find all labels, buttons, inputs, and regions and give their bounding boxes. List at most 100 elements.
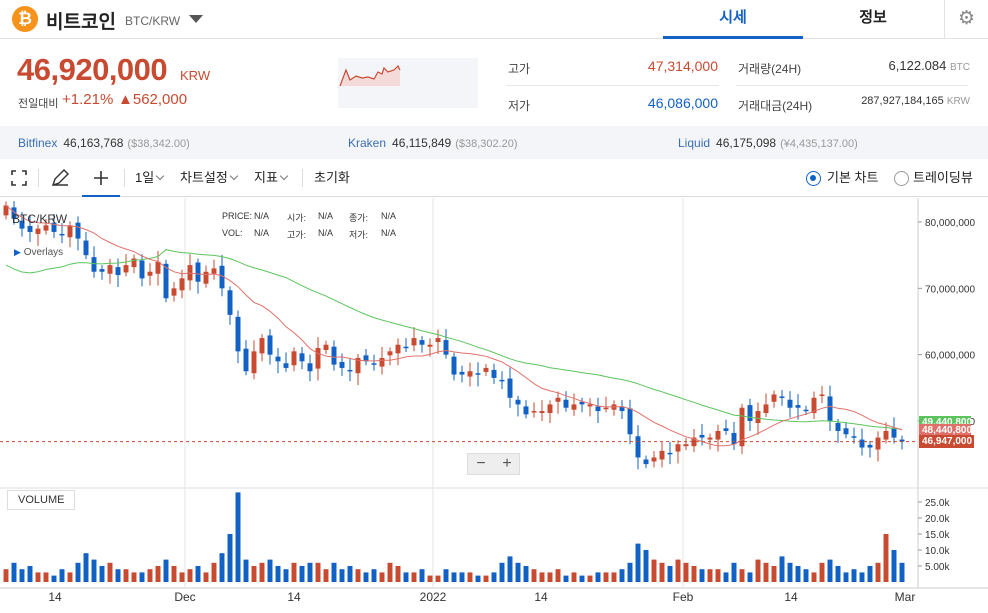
overlays-toggle[interactable]: ▶ Overlays <box>14 247 63 258</box>
candle-body <box>35 228 41 234</box>
candle-body <box>507 378 513 398</box>
time-tick-label: 14 <box>784 590 798 604</box>
volume-bar <box>339 569 345 582</box>
zoom-out-button[interactable]: − <box>476 455 486 472</box>
coin-name[interactable]: 비트코인 <box>46 12 116 33</box>
volume-bar <box>451 572 457 582</box>
candle-body <box>475 373 481 375</box>
tab-info[interactable]: 정보 <box>859 9 887 26</box>
gear-icon[interactable]: ⚙ <box>944 0 988 39</box>
exchange-name[interactable]: Liquid <box>678 136 711 150</box>
volume-bar <box>235 492 241 582</box>
crosshair-icon[interactable] <box>82 160 120 197</box>
volume-bar <box>251 566 257 582</box>
chart-toolbar: 1일 차트설정 지표 초기화 기본 차트 트레이딩뷰 <box>0 160 988 197</box>
tab-price[interactable]: 시세 <box>663 0 803 39</box>
volume-bar <box>675 559 681 582</box>
volume-bar <box>443 569 449 582</box>
candle-body <box>883 430 889 440</box>
chevron-down-icon[interactable] <box>189 15 203 23</box>
candle-body <box>499 379 505 382</box>
zoom-in-button[interactable]: + <box>502 455 512 472</box>
candle-body <box>195 262 201 282</box>
candle-body <box>771 394 777 402</box>
candle-body <box>371 363 377 365</box>
pencil-icon[interactable] <box>50 160 72 196</box>
volume-bar <box>627 562 633 582</box>
candle-body <box>395 344 401 354</box>
moving-average-green <box>5 249 903 430</box>
volume-bar <box>795 566 801 582</box>
legend-price-label: PRICE: <box>222 211 253 221</box>
high-label: 고가 <box>508 62 531 76</box>
interval-select[interactable]: 1일 <box>135 160 165 196</box>
candle-body <box>675 444 681 452</box>
candle-body <box>131 258 137 268</box>
volume-bar <box>819 562 825 582</box>
chart-settings-menu[interactable]: 차트설정 <box>180 160 239 196</box>
candle-body <box>539 411 545 414</box>
exchange-name[interactable]: Kraken <box>348 136 387 150</box>
candle-body <box>107 265 113 274</box>
price-chart[interactable]: 14 Dec 14 2022 14 Feb 14 Mar 80,000,000 70,000,00… <box>0 198 988 613</box>
volume-bar <box>11 562 17 582</box>
volume-bar <box>83 553 89 582</box>
volume-bar <box>771 566 777 582</box>
chart-settings-label: 차트설정 <box>180 170 228 185</box>
volume-bar <box>515 562 521 582</box>
amount-label: 거래대금(24H) <box>738 99 813 113</box>
time-tick-label: 2022 <box>420 590 447 604</box>
candle-body <box>75 222 81 239</box>
reset-button[interactable]: 초기화 <box>314 170 350 185</box>
candle-body <box>827 396 833 421</box>
legend-vol-value: N/A <box>254 228 270 238</box>
zoom-controls: − + <box>467 453 520 475</box>
volume-bar <box>363 572 369 582</box>
interval-value: 1일 <box>135 170 155 185</box>
coin-pair[interactable]: BTC/KRW <box>125 14 181 28</box>
plot-area <box>0 198 918 582</box>
volume-bar <box>203 572 209 582</box>
candle-body <box>467 371 473 377</box>
volume-bar <box>651 559 657 582</box>
candle-body <box>491 369 497 378</box>
candle-body <box>115 267 121 276</box>
legend-open-label: 시가: <box>287 213 307 223</box>
candle-body <box>715 430 721 440</box>
volume-bar <box>859 572 865 582</box>
volume-bar <box>67 572 73 582</box>
exchange-name[interactable]: Bitfinex <box>18 136 58 150</box>
candle-body <box>619 406 625 412</box>
candle-body <box>387 351 393 356</box>
exchange-bitfinex: Bitfinex 46,163,768 ($38,342.00) <box>18 136 190 150</box>
candle-body <box>635 436 641 458</box>
fullscreen-icon[interactable] <box>10 160 32 196</box>
exchange-usd: ($38,342.00) <box>127 138 190 150</box>
tradingview-label[interactable]: 트레이딩뷰 <box>913 170 973 185</box>
basic-chart-label[interactable]: 기본 차트 <box>827 170 879 185</box>
volume-bar <box>211 562 217 582</box>
volume-bar <box>51 575 57 582</box>
basic-chart-radio[interactable] <box>806 171 821 186</box>
volume-bar <box>811 572 817 582</box>
candle-body <box>179 278 185 291</box>
volume-bar <box>147 569 153 582</box>
volume-bar <box>299 566 305 582</box>
volume-bar <box>755 559 761 582</box>
tradingview-radio[interactable] <box>894 171 909 186</box>
volume-value: 6,122.084 BTC <box>830 58 970 73</box>
indicators-menu[interactable]: 지표 <box>254 160 289 196</box>
volume-bar <box>731 562 737 582</box>
volume-bar <box>27 566 33 582</box>
volume-bar <box>227 534 233 582</box>
volume-bar <box>35 572 41 582</box>
volume-bar <box>219 553 225 582</box>
volume-bar <box>763 562 769 582</box>
volume-bar <box>419 569 425 582</box>
volume-bar <box>107 562 113 582</box>
candle-body <box>379 357 385 367</box>
candle-body <box>267 335 273 355</box>
candle-body <box>307 363 313 372</box>
candle-body <box>411 338 417 346</box>
candle-body <box>555 397 561 402</box>
